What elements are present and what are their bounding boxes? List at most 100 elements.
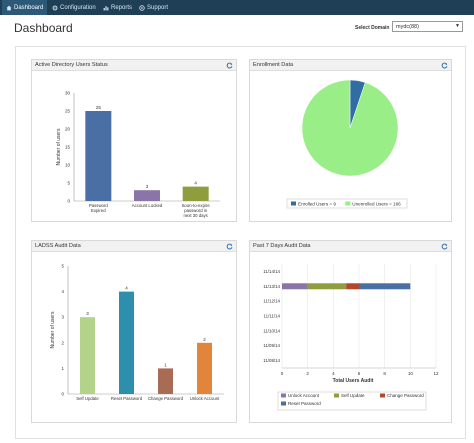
dashboard-panels-container: Active Directory Users Status 0 5 10 15 20 25… — [15, 46, 466, 439]
legend-label: Unlock Account — [288, 393, 320, 398]
y-category-label: 11/10/14 — [263, 328, 280, 333]
x-category-label: Account Locked — [132, 203, 163, 208]
pie-slice — [301, 79, 399, 177]
legend-label: Change Password — [387, 393, 424, 398]
legend-box — [277, 391, 427, 411]
legend-label: Self Update — [341, 393, 365, 398]
bar — [158, 368, 173, 394]
ladss-bar-chart: 0 1 2 3 4 5 Number of users 3 Self Update 4 Reset … — [50, 264, 224, 401]
y-tick-label: 15 — [65, 145, 71, 150]
y-tick-label: 5 — [61, 264, 64, 269]
panel-title: LADSS Audit Data — [35, 243, 81, 249]
refresh-icon[interactable] — [226, 62, 233, 69]
panel-header: LADSS Audit Data — [32, 241, 236, 252]
y-axis-label: Number of users — [50, 311, 56, 348]
stacked-bar-segment — [307, 283, 347, 290]
legend-label: Reset Password — [288, 401, 321, 406]
nav-item-dashboard[interactable]: Dashboard — [2, 0, 48, 15]
panel-header: Past 7 Days Audit Data — [250, 241, 451, 252]
domain-select-value: mydc(88) — [396, 23, 419, 30]
x-axis-label: Total Users Audit — [333, 378, 374, 384]
nav-item-label: Configuration — [60, 4, 96, 11]
nav-item-support[interactable]: Support — [135, 0, 172, 15]
panel-title: Enrollment Data — [253, 62, 294, 68]
y-tick-label: 20 — [65, 127, 71, 132]
legend-label: Unenrolled Users = 166 — [352, 201, 401, 206]
x-tick-label: 6 — [358, 371, 361, 376]
nav-item-label: Support — [147, 4, 169, 11]
x-tick-label: 12 — [433, 371, 439, 376]
ad-users-status-panel: Active Directory Users Status 0 5 10 15 20 25… — [31, 59, 237, 222]
bar-value-label: 3 — [86, 311, 89, 316]
refresh-icon[interactable] — [441, 243, 448, 250]
y-tick-label: 25 — [65, 109, 71, 114]
y-category-label: 11/13/14 — [263, 284, 280, 289]
select-domain-label: Select Domain — [355, 25, 390, 31]
y-tick-label: 0 — [61, 392, 64, 397]
nav-item-configuration[interactable]: Configuration — [48, 0, 100, 15]
page-content: Dashboard Select Domain mydc(88) ▼ Activ… — [8, 17, 466, 439]
bar — [182, 186, 209, 201]
bar — [197, 342, 212, 394]
x-tick-label: 10 — [408, 371, 414, 376]
bar — [119, 291, 134, 394]
y-tick-label: 5 — [67, 181, 70, 186]
bar-value-label: 1 — [164, 362, 167, 367]
legend-swatch — [380, 393, 385, 398]
bar-value-label: 2 — [203, 337, 206, 342]
x-tick-label: 8 — [383, 371, 386, 376]
nav-item-label: Reports — [111, 4, 133, 11]
y-category-label: 11/08/14 — [263, 358, 280, 363]
y-tick-label: 1 — [61, 366, 64, 371]
chart-icon — [103, 5, 109, 11]
gear-icon — [52, 5, 58, 11]
stacked-bar-segment — [359, 283, 411, 290]
legend-swatch — [281, 401, 286, 406]
refresh-icon[interactable] — [226, 243, 233, 250]
legend-swatch — [281, 393, 286, 398]
y-tick-label: 2 — [61, 340, 64, 345]
y-category-label: 11/11/14 — [264, 314, 281, 319]
legend-swatch — [291, 201, 296, 206]
refresh-icon[interactable] — [441, 62, 448, 69]
y-category-label: 11/09/14 — [263, 343, 280, 348]
x-category-label: Change Password — [148, 396, 184, 401]
legend-swatch — [334, 393, 339, 398]
bar-value-label: 4 — [125, 286, 128, 291]
audit-legend: Unlock Account Self Update Change Password… — [277, 391, 427, 411]
lifebuoy-icon — [139, 4, 145, 11]
panel-header: Enrollment Data — [250, 60, 451, 71]
audit-stacked-bar-chart: 0 2 4 6 8 10 12 Total Users Audit 11/14/14 11/13/… — [263, 264, 439, 411]
legend-swatch — [345, 201, 351, 206]
x-category-label: Self Update — [76, 396, 99, 401]
x-category-label: Password Expired — [89, 203, 108, 213]
panel-title: Active Directory Users Status — [35, 62, 108, 68]
bar — [134, 190, 160, 201]
top-navigation-bar: Dashboard Configuration Reports Support — [0, 0, 474, 15]
x-tick-label: 2 — [306, 371, 309, 376]
ad-bar-chart: 0 5 10 15 20 25 30 Number of users 25 Password Exp… — [56, 91, 220, 218]
bar — [80, 317, 95, 394]
y-tick-label: 10 — [65, 163, 71, 168]
nav-item-reports[interactable]: Reports — [99, 0, 136, 15]
stacked-bar-segment — [282, 283, 308, 290]
y-tick-label: 0 — [67, 199, 70, 204]
y-category-label: 11/12/14 — [263, 299, 280, 304]
enrollment-pie-chart: Enrolled Users = 9 Unenrolled Users = 166 — [286, 79, 408, 209]
y-tick-label: 3 — [61, 315, 64, 320]
panel-title: Past 7 Days Audit Data — [253, 243, 311, 249]
x-category-label: Soon-to-expire password in next 30 days — [182, 203, 211, 218]
pie-legend: Enrolled Users = 9 Unenrolled Users = 166 — [286, 198, 408, 209]
home-icon — [6, 5, 12, 11]
domain-select[interactable]: mydc(88) ▼ — [392, 21, 463, 32]
caret-down-icon: ▼ — [455, 23, 460, 29]
x-category-label: Unlock Account — [190, 396, 220, 401]
x-tick-label: 4 — [332, 371, 335, 376]
bar-value-label: 25 — [96, 105, 102, 110]
nav-item-label: Dashboard — [14, 4, 44, 11]
y-axis-label: Number of users — [56, 128, 62, 165]
panel-header: Active Directory Users Status — [32, 60, 236, 71]
x-category-label: Reset Password — [111, 396, 143, 401]
bar-value-label: 4 — [194, 181, 197, 186]
y-category-label: 11/14/14 — [263, 269, 280, 274]
